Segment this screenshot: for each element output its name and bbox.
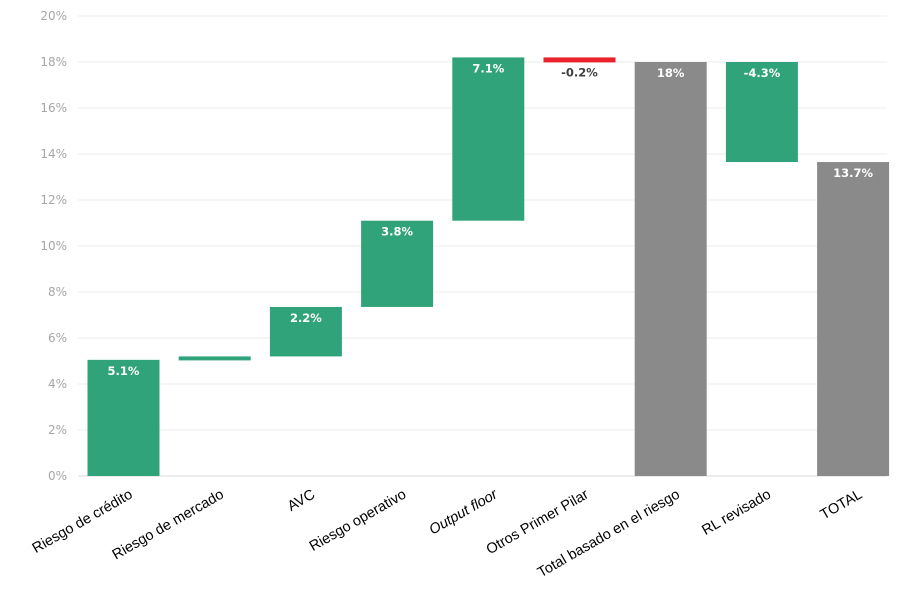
category-label: RL revisado (699, 487, 774, 539)
y-tick-label: 4% (48, 377, 67, 391)
bar (361, 220, 434, 307)
bar (269, 306, 342, 357)
bar (817, 162, 890, 477)
y-tick-label: 0% (48, 469, 67, 483)
y-tick-label: 12% (40, 193, 67, 207)
data-label: -4.3% (744, 66, 781, 80)
data-label: 13.7% (833, 166, 873, 180)
y-tick-label: 16% (40, 101, 67, 115)
category-label: Output floor (427, 486, 502, 538)
y-axis-tick-labels: 0% 2% 4% 6% 8% 10% 12% 14% 16% 18% 20% (40, 9, 67, 483)
bar (634, 62, 707, 476)
bar (725, 62, 798, 163)
bar (87, 359, 160, 476)
y-tick-label: 10% (40, 239, 67, 253)
data-label: 2.2% (290, 311, 322, 325)
data-label: 5.1% (108, 364, 140, 378)
y-tick-label: 20% (40, 9, 67, 23)
bars (87, 57, 890, 477)
data-label: 7.1% (472, 61, 504, 75)
y-tick-label: 18% (40, 55, 67, 69)
bar (452, 57, 525, 221)
category-label: AVC (285, 487, 318, 515)
data-label: 18% (657, 66, 685, 80)
y-tick-label: 6% (48, 331, 67, 345)
data-label: -0.2% (561, 65, 598, 79)
y-tick-label: 8% (48, 285, 67, 299)
bar (178, 356, 251, 361)
bar (543, 57, 616, 63)
y-tick-label: 2% (48, 423, 67, 437)
category-label: TOTAL (818, 487, 865, 524)
y-tick-label: 14% (40, 147, 67, 161)
data-label: 3.8% (381, 225, 413, 239)
category-label: Riesgo operativo (307, 487, 409, 555)
data-labels: 5.1% 2.2% 3.8% 7.1% -0.2% 18% -4.3% 13.7% (108, 61, 874, 377)
